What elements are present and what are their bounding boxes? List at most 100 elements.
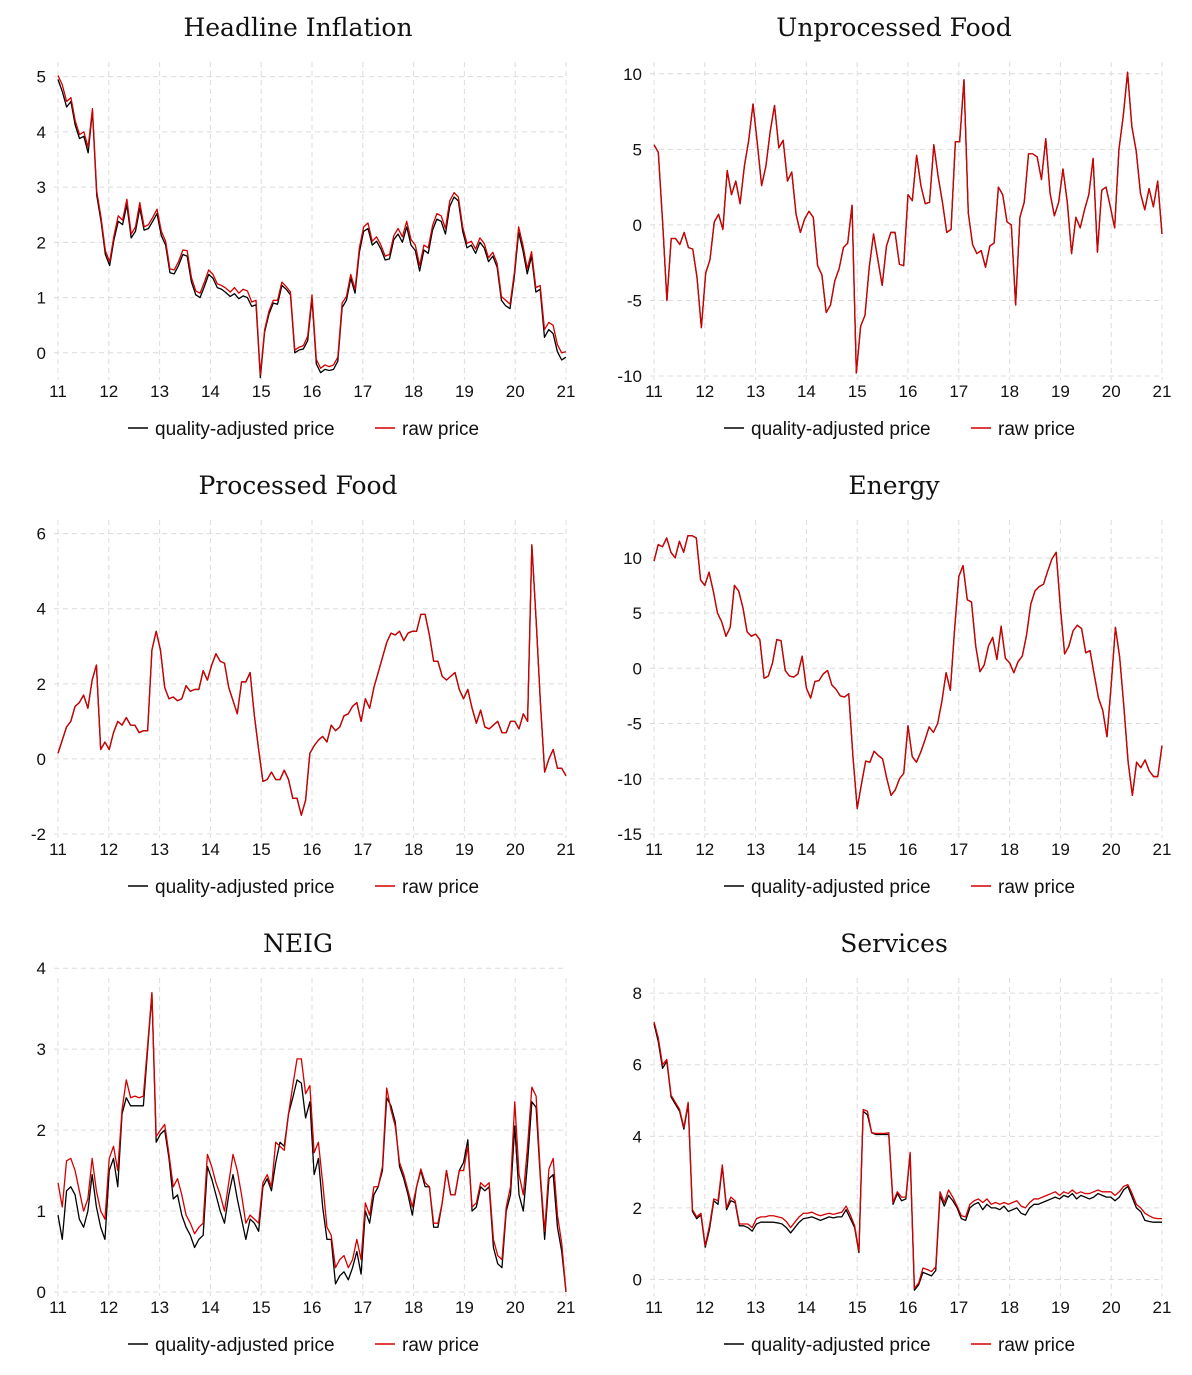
y-tick-label: 0 (37, 1283, 46, 1302)
legend: quality-adjusted price raw price (128, 419, 479, 440)
x-tick-label: 20 (506, 840, 525, 859)
x-tick-label: 16 (899, 1298, 918, 1317)
legend: quality-adjusted price raw price (724, 419, 1075, 440)
y-tick-label: 2 (37, 233, 46, 252)
x-tick-label: 21 (1153, 1298, 1172, 1317)
chart-energy: Energy 11 12 13 14 15 16 17 18 19 20 21 -15 -10 -5 0 5 10… (617, 471, 1171, 898)
panel-unprocessed-food: Unprocessed Food 11 12 13 14 15 16 17 18 19 20 21 -1… (596, 0, 1192, 458)
y-tick-label: 1 (37, 1202, 46, 1221)
y-tick-label: -10 (617, 367, 642, 386)
y-tick-label: 0 (37, 344, 46, 363)
series-line-raw-price (57, 991, 567, 1293)
y-tick-label: 1 (37, 289, 46, 308)
x-tick-label: 20 (1102, 382, 1121, 401)
series-line-raw-price (653, 71, 1163, 374)
legend-label-raw-price: raw price (402, 877, 479, 898)
y-tick-label: 2 (37, 675, 46, 694)
x-tick-label: 17 (949, 840, 968, 859)
x-tick-label: 11 (49, 840, 67, 859)
panel-services: Services 11 12 13 14 15 16 17 18 19 20 21 0 2 4 6 8 quali… (596, 916, 1192, 1374)
x-tick-label: 16 (303, 840, 322, 859)
x-tick-label: 15 (848, 382, 867, 401)
y-tick-label: 3 (37, 178, 46, 197)
x-tick-label: 12 (99, 382, 118, 401)
chart-title: Energy (848, 471, 940, 500)
x-tick-label: 13 (150, 1298, 169, 1317)
y-tick-label: 0 (633, 659, 642, 678)
chart-unprocessed-food: Unprocessed Food 11 12 13 14 15 16 17 18 19 20 21 -1… (617, 13, 1172, 440)
panel-energy: Energy 11 12 13 14 15 16 17 18 19 20 21 -15 -10 -5 0 5 10… (596, 458, 1192, 916)
y-tick-label: -2 (31, 825, 46, 844)
y-tick-label: 2 (37, 1121, 46, 1140)
x-tick-label: 19 (455, 840, 474, 859)
x-tick-label: 13 (150, 382, 169, 401)
legend-label-quality-adjusted-price: quality-adjusted price (155, 1335, 335, 1356)
gridlines (650, 978, 1163, 1296)
x-tick-label: 19 (455, 382, 474, 401)
y-tick-label: 3 (37, 1040, 46, 1059)
x-tick-label: 18 (404, 840, 423, 859)
x-tick-label: 13 (746, 840, 765, 859)
x-tick-label: 18 (1000, 840, 1019, 859)
legend-label-quality-adjusted-price: quality-adjusted price (155, 419, 335, 440)
y-tick-label: 5 (633, 140, 642, 159)
x-tick-label: 21 (1153, 382, 1172, 401)
legend-label-raw-price: raw price (998, 419, 1075, 440)
chart-title: Services (840, 929, 948, 958)
legend: quality-adjusted price raw price (724, 1335, 1075, 1356)
legend-label-raw-price: raw price (998, 877, 1075, 898)
series-line-raw-price (57, 544, 567, 816)
y-tick-label: -5 (627, 291, 642, 310)
y-tick-label: 8 (633, 984, 642, 1003)
y-tick-label: 2 (633, 1199, 642, 1218)
y-tick-label: 0 (633, 216, 642, 235)
x-tick-label: 19 (1051, 1298, 1070, 1317)
x-tick-label: 11 (645, 382, 663, 401)
x-tick-label: 15 (848, 840, 867, 859)
y-tick-label: 4 (37, 959, 46, 978)
panel-headline-inflation: Headline Inflation 11 12 13 14 15 16 17 18 19 20 21… (0, 0, 596, 458)
legend-label-raw-price: raw price (998, 1335, 1075, 1356)
panel-neig: NEIG 11 12 13 14 15 16 17 18 19 20 21 0 1 2 3 4 quality-a… (0, 916, 596, 1374)
y-tick-label: 6 (37, 525, 46, 544)
chart-title: Processed Food (198, 471, 397, 500)
chart-title: Unprocessed Food (776, 13, 1011, 42)
y-tick-label: -10 (617, 770, 642, 789)
panel-processed-food: Processed Food 11 12 13 14 15 16 17 18 19 20 21 -2 0 2… (0, 458, 596, 916)
y-tick-label: 4 (633, 1127, 642, 1146)
x-tick-label: 12 (99, 840, 118, 859)
legend-label-raw-price: raw price (402, 419, 479, 440)
series-line-quality-adjusted-price (57, 993, 567, 1293)
gridlines (54, 967, 567, 1296)
x-tick-label: 15 (848, 1298, 867, 1317)
x-tick-label: 13 (150, 840, 169, 859)
x-tick-label: 13 (746, 382, 765, 401)
x-tick-label: 17 (353, 840, 372, 859)
y-tick-label: 0 (633, 1270, 642, 1289)
x-tick-label: 14 (797, 840, 816, 859)
x-tick-label: 11 (645, 840, 663, 859)
y-tick-label: 6 (633, 1056, 642, 1075)
x-tick-label: 21 (557, 840, 576, 859)
y-tick-label: -15 (617, 825, 642, 844)
x-tick-label: 11 (49, 382, 67, 401)
x-tick-label: 16 (303, 1298, 322, 1317)
series-line-raw-price (653, 535, 1163, 810)
legend-label-quality-adjusted-price: quality-adjusted price (751, 1335, 931, 1356)
x-tick-label: 16 (303, 382, 322, 401)
x-tick-label: 19 (1051, 840, 1070, 859)
legend-label-raw-price: raw price (402, 1335, 479, 1356)
y-tick-label: -5 (627, 715, 642, 734)
y-tick-label: 5 (37, 68, 46, 87)
y-tick-label: 5 (633, 604, 642, 623)
gridlines (54, 520, 567, 838)
x-tick-label: 18 (1000, 1298, 1019, 1317)
y-tick-label: 4 (37, 123, 46, 142)
chart-title: NEIG (263, 929, 333, 958)
x-tick-label: 13 (746, 1298, 765, 1317)
chart-processed-food: Processed Food 11 12 13 14 15 16 17 18 19 20 21 -2 0 2… (31, 471, 576, 898)
x-tick-label: 17 (949, 382, 968, 401)
x-tick-label: 20 (506, 382, 525, 401)
x-tick-label: 20 (1102, 1298, 1121, 1317)
